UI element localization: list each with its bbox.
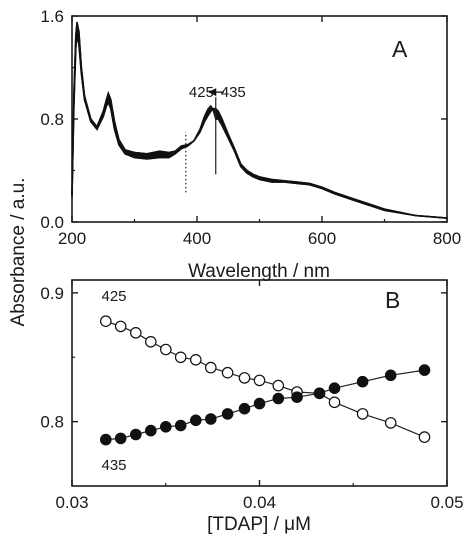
data-point-425 <box>253 374 266 387</box>
data-point-425 <box>130 326 142 339</box>
panel-a: 200 400 600 800 0.0 0.8 1.6 425 435 A Waveleng… <box>40 7 461 282</box>
x-tick-label-b: 0.04 <box>243 493 276 512</box>
data-point-425 <box>272 379 285 392</box>
data-point-435 <box>356 375 369 388</box>
arrow-head <box>208 88 217 97</box>
panel-b-ticks: 0.03 0.04 0.05 0.8 0.9 <box>40 280 464 512</box>
spectra-band <box>71 21 448 219</box>
y-tick-label-b: 0.9 <box>40 284 64 303</box>
panel-b-points <box>100 315 431 446</box>
data-point-425 <box>190 353 202 366</box>
data-point-425 <box>418 431 431 443</box>
y-tick-label-a: 0.8 <box>40 110 64 129</box>
y-axis-title: Absorbance / a.u. <box>8 178 29 327</box>
data-point-435 <box>272 392 285 405</box>
data-point-435 <box>205 413 217 425</box>
data-point-435 <box>221 408 234 420</box>
data-point-425 <box>174 351 187 364</box>
panel-a-ticks: 200 400 600 800 0.0 0.8 1.6 <box>40 7 461 248</box>
data-point-425 <box>100 315 112 327</box>
data-point-435 <box>190 414 202 427</box>
x-tick-label-a: 200 <box>58 229 86 248</box>
data-point-425 <box>160 343 172 356</box>
data-point-435 <box>418 364 431 376</box>
x-axis-title-b: [TDAP] / μM <box>207 514 311 535</box>
x-tick-label-b: 0.05 <box>430 493 463 512</box>
x-axis-title-a: Wavelength / nm <box>188 261 330 282</box>
panel-a-markers <box>185 97 217 193</box>
spectrum-upper-trace <box>71 22 448 219</box>
shift-arrow <box>208 88 224 97</box>
series-label-425: 425 <box>101 288 126 305</box>
panel-a-spectra-band <box>71 21 448 219</box>
data-point-425 <box>328 396 341 409</box>
data-point-425 <box>221 366 234 379</box>
panel-b: 0.03 0.04 0.05 0.8 0.9 425 435 B [TDAP] / μM <box>40 279 464 535</box>
data-point-425 <box>205 361 217 374</box>
series-label-435: 435 <box>101 457 126 474</box>
peak-label-425: 425 <box>189 84 214 101</box>
data-point-435 <box>238 402 251 415</box>
data-point-435 <box>253 397 266 410</box>
data-point-425 <box>114 320 127 333</box>
data-point-425 <box>145 335 157 348</box>
data-point-425 <box>384 417 397 429</box>
data-point-435 <box>384 369 397 382</box>
data-point-425 <box>356 408 369 420</box>
data-point-435 <box>100 433 112 446</box>
data-point-435 <box>174 419 187 432</box>
data-point-435 <box>291 391 303 403</box>
y-tick-label-a: 0.0 <box>40 213 64 232</box>
y-tick-label-b: 0.8 <box>40 413 64 432</box>
x-tick-label-b: 0.03 <box>55 493 88 512</box>
panel-a-frame <box>71 15 448 223</box>
panel-a-letter: A <box>392 36 408 62</box>
x-tick-label-a: 800 <box>433 229 461 248</box>
data-point-435 <box>114 432 127 445</box>
x-tick-label-a: 400 <box>183 229 211 248</box>
x-tick-label-a: 600 <box>308 229 336 248</box>
peak-label-435: 435 <box>221 84 246 101</box>
spectrum-lower-trace <box>71 35 448 219</box>
data-point-435 <box>145 424 157 437</box>
panel-b-letter: B <box>385 287 400 313</box>
data-point-435 <box>313 387 326 400</box>
data-point-435 <box>130 428 142 441</box>
data-point-435 <box>328 382 341 394</box>
data-point-425 <box>238 372 251 384</box>
y-tick-label-a: 1.6 <box>40 7 64 26</box>
data-point-435 <box>160 420 172 433</box>
